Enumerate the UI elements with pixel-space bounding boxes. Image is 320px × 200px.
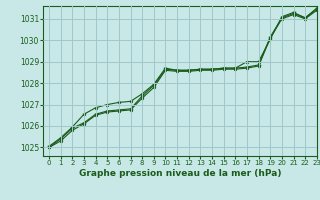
X-axis label: Graphe pression niveau de la mer (hPa): Graphe pression niveau de la mer (hPa)	[79, 169, 281, 178]
